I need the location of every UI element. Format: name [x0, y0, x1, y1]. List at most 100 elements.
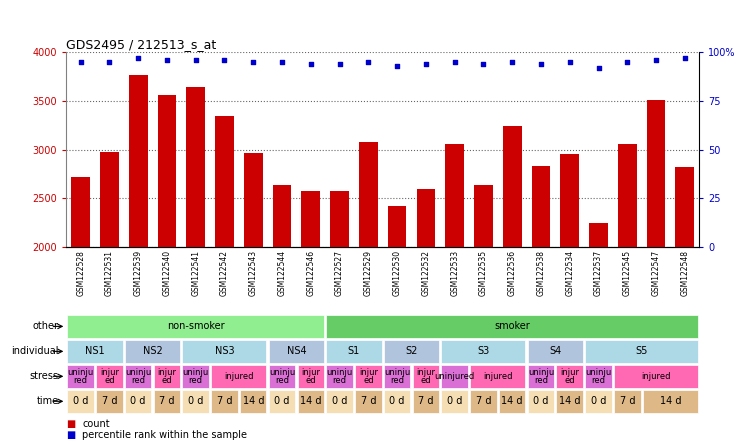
- Point: [333, 60, 345, 67]
- Point: [679, 54, 690, 61]
- Point: [305, 60, 316, 67]
- Text: uninju
red: uninju red: [269, 368, 295, 385]
- Bar: [125, 365, 152, 388]
- Bar: [186, 87, 205, 443]
- Point: [247, 58, 259, 65]
- Text: uninju
red: uninju red: [125, 368, 152, 385]
- Text: GDS2495 / 212513_s_at: GDS2495 / 212513_s_at: [66, 38, 216, 51]
- Bar: [68, 340, 123, 363]
- Bar: [585, 365, 612, 388]
- Text: ■: ■: [66, 430, 76, 440]
- Bar: [183, 390, 209, 413]
- Bar: [643, 390, 698, 413]
- Bar: [413, 365, 439, 388]
- Bar: [676, 167, 694, 443]
- Bar: [417, 189, 435, 443]
- Point: [190, 56, 202, 63]
- Bar: [326, 340, 381, 363]
- Text: 0 d: 0 d: [332, 396, 347, 406]
- Bar: [585, 390, 612, 413]
- Point: [219, 56, 230, 63]
- Text: uninjured: uninjured: [434, 372, 475, 381]
- Text: 7 d: 7 d: [102, 396, 117, 406]
- Text: NS2: NS2: [143, 346, 163, 357]
- Bar: [326, 390, 353, 413]
- Point: [132, 54, 144, 61]
- Text: 7 d: 7 d: [159, 396, 174, 406]
- Text: injur
ed: injur ed: [359, 368, 378, 385]
- Bar: [326, 315, 698, 338]
- Point: [161, 56, 173, 63]
- Bar: [100, 151, 118, 443]
- Text: injur
ed: injur ed: [560, 368, 579, 385]
- Text: S4: S4: [549, 346, 562, 357]
- Bar: [297, 365, 324, 388]
- Point: [478, 60, 489, 67]
- Point: [362, 58, 374, 65]
- Bar: [470, 390, 497, 413]
- Text: 0 d: 0 d: [130, 396, 146, 406]
- Point: [276, 58, 288, 65]
- Text: 0 d: 0 d: [73, 396, 88, 406]
- Text: stress: stress: [30, 371, 59, 381]
- Text: injur
ed: injur ed: [301, 368, 320, 385]
- Bar: [585, 340, 698, 363]
- Text: 7 d: 7 d: [475, 396, 491, 406]
- Text: 0 d: 0 d: [534, 396, 548, 406]
- Point: [650, 56, 662, 63]
- Text: 7 d: 7 d: [361, 396, 376, 406]
- Bar: [154, 390, 180, 413]
- Text: smoker: smoker: [495, 321, 530, 331]
- Bar: [647, 100, 665, 443]
- Bar: [125, 390, 152, 413]
- Text: uninju
red: uninju red: [585, 368, 612, 385]
- Text: count: count: [82, 419, 110, 429]
- Point: [535, 60, 547, 67]
- Bar: [614, 390, 640, 413]
- Point: [392, 62, 403, 69]
- Bar: [384, 340, 439, 363]
- Bar: [503, 126, 522, 443]
- Text: 7 d: 7 d: [418, 396, 434, 406]
- Bar: [68, 315, 324, 338]
- Point: [75, 58, 87, 65]
- Bar: [388, 206, 406, 443]
- Bar: [183, 365, 209, 388]
- Point: [621, 58, 633, 65]
- Text: 0 d: 0 d: [188, 396, 203, 406]
- Bar: [470, 365, 526, 388]
- Text: uninju
red: uninju red: [68, 368, 93, 385]
- Bar: [297, 390, 324, 413]
- Bar: [125, 340, 180, 363]
- Bar: [499, 390, 526, 413]
- Text: NS3: NS3: [215, 346, 234, 357]
- Bar: [68, 365, 94, 388]
- Bar: [528, 390, 554, 413]
- Bar: [531, 166, 551, 443]
- Bar: [68, 390, 94, 413]
- Bar: [413, 390, 439, 413]
- Text: ■: ■: [66, 419, 76, 429]
- Text: S1: S1: [348, 346, 360, 357]
- Text: injured: injured: [641, 372, 670, 381]
- Bar: [158, 95, 177, 443]
- Bar: [269, 365, 295, 388]
- Text: non-smoker: non-smoker: [167, 321, 224, 331]
- Text: uninju
red: uninju red: [528, 368, 554, 385]
- Text: S3: S3: [477, 346, 489, 357]
- Bar: [560, 154, 579, 443]
- Bar: [302, 190, 320, 443]
- Text: NS4: NS4: [286, 346, 306, 357]
- Text: uninju
red: uninju red: [384, 368, 410, 385]
- Bar: [272, 185, 291, 443]
- Bar: [618, 144, 637, 443]
- Text: 14 d: 14 d: [242, 396, 264, 406]
- Bar: [442, 390, 468, 413]
- Text: 14 d: 14 d: [300, 396, 322, 406]
- Text: injur
ed: injur ed: [417, 368, 436, 385]
- Point: [592, 64, 604, 71]
- Bar: [129, 75, 147, 443]
- Text: injur
ed: injur ed: [100, 368, 119, 385]
- Bar: [614, 365, 698, 388]
- Text: S2: S2: [406, 346, 417, 357]
